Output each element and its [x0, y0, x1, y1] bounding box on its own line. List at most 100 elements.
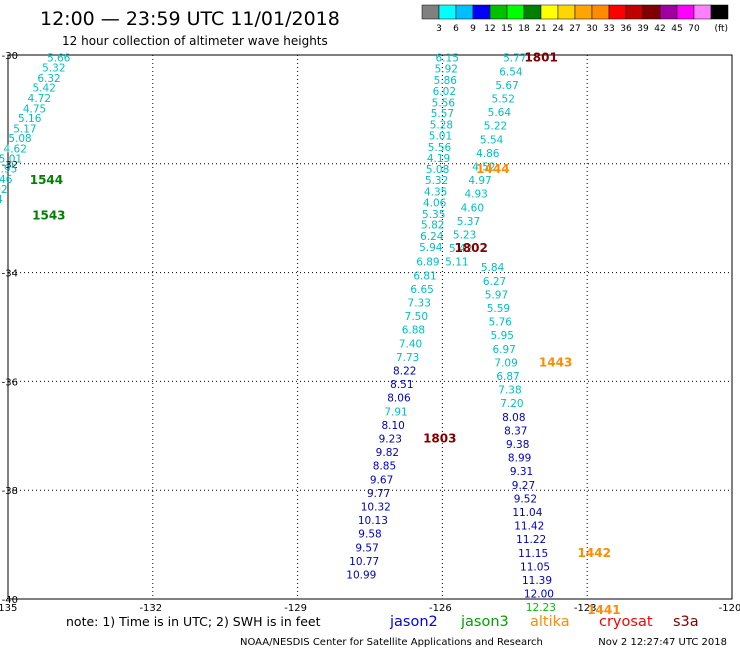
y-tick-label-1: -32 — [2, 160, 18, 171]
legend-label-3: 12 — [484, 24, 495, 34]
wave-height-value: 4.97 — [468, 175, 491, 187]
legend-label-1: 6 — [453, 24, 459, 34]
wave-height-value: 8.10 — [381, 420, 404, 432]
wave-height-value: 5.54 — [480, 134, 504, 146]
wave-height-value: 4.86 — [476, 148, 500, 160]
wave-height-value: 10.32 — [361, 502, 391, 514]
track-t1803: 6.155.925.866.025.565.575.285.015.564.19… — [346, 53, 459, 582]
wave-height-value: 5.37 — [457, 216, 480, 228]
pass-time-label: 1441 — [587, 603, 620, 617]
satellite-cryosat: cryosat — [599, 614, 653, 630]
altimeter-tracks: 5.665.326.325.424.724.755.165.175.084.62… — [0, 53, 556, 614]
wave-height-value: 6.02 — [433, 86, 456, 98]
x-tick-label-3: -126 — [429, 603, 452, 614]
wave-height-value: 8.99 — [508, 453, 531, 465]
track-t1443: 5.84 6.275.97 5.59 5.765.95 6.977.09 6.87 7.38… — [481, 262, 556, 614]
wave-height-value: 7.20 — [500, 398, 523, 410]
pass-time-label: 1444 — [476, 162, 509, 176]
pass-time-label: 1442 — [578, 546, 611, 560]
page-title: 12:00 — 23:59 UTC 11/01/2018 — [40, 8, 340, 30]
wave-height-value: 9.52 — [514, 493, 537, 505]
y-tick-label-2: -34 — [2, 269, 18, 280]
legend-label-11: 36 — [620, 24, 632, 34]
wave-height-value: 5.57 — [431, 108, 454, 120]
wave-height-value: 9.67 — [370, 474, 393, 486]
legend-swatch-14 — [659, 4, 678, 20]
legend-swatch-5 — [506, 4, 525, 20]
graticule — [8, 55, 732, 599]
wave-height-value: 12.00 — [524, 589, 554, 601]
x-tick-label-5: -120 — [719, 603, 740, 614]
wave-height-value: 5.84 — [481, 262, 505, 274]
wave-height-value: 4.44 — [0, 194, 3, 206]
wave-height-value: 5.28 — [430, 120, 453, 132]
wave-height-value: 8.51 — [390, 379, 413, 391]
x-tick-label-0: -135 — [0, 603, 17, 614]
wave-height-value: 5.56 — [428, 142, 452, 154]
wave-height-value: 7.33 — [408, 298, 431, 310]
wave-height-value: 5.59 — [487, 303, 510, 315]
wave-height-value: 7.50 — [405, 311, 428, 323]
wave-height-value: 11.22 — [516, 534, 546, 546]
legend-label-12: 39 — [637, 24, 649, 34]
legend-label-14: 45 — [671, 24, 682, 34]
wave-height-value: 8.06 — [387, 393, 411, 405]
wave-height-value: 5.17 — [13, 123, 36, 135]
wave-height-value: 5.32 — [425, 175, 448, 187]
satellite-altika: altika — [530, 614, 570, 630]
wave-height-value: 6.97 — [492, 344, 515, 356]
legend-label-0: 3 — [436, 24, 442, 34]
pass-time-label: 1543 — [32, 208, 65, 222]
legend-label-13: 42 — [654, 24, 665, 34]
wave-height-value: 9.38 — [506, 439, 529, 451]
y-tick-label-3: -36 — [2, 377, 18, 388]
y-tick-label-4: -38 — [2, 486, 18, 497]
wave-height-value: 11.05 — [520, 561, 550, 573]
wave-height-value: 5.66 — [47, 53, 71, 65]
pass-time-labels: 1801 1544 1543 1444 1802 1443 1803 1442 1441 — [30, 51, 621, 617]
wave-height-value: 5.82 — [421, 220, 444, 232]
pass-time-label: 1443 — [539, 355, 572, 369]
wave-height-value: 6.24 — [420, 231, 444, 243]
legend-swatch-17 — [710, 4, 729, 20]
pass-time-label: 1803 — [423, 432, 456, 446]
wave-height-value: 6.15 — [436, 53, 459, 65]
wave-height-value: 4.46 — [0, 174, 13, 186]
footer-timestamp: Nov 2 12:27:47 UTC 2018 — [598, 637, 727, 648]
wave-height-value: 5.94 — [419, 242, 443, 254]
legend-swatch-16 — [693, 4, 712, 20]
wave-height-value: 4.35 — [424, 187, 447, 199]
wave-height-value: 6.54 — [499, 66, 523, 78]
wave-height-value: 5.77 — [503, 53, 526, 65]
wave-height-value: 5.22 — [484, 121, 507, 133]
legend-label-6: 21 — [535, 24, 546, 34]
wave-height-value: 7.91 — [384, 406, 407, 418]
color-legend: 3 6 9 12 15 18 21 24 27 30 33 36 39 42 45 70 (ft) — [421, 4, 729, 34]
wave-height-value: 5.86 — [434, 75, 458, 87]
y-tick-label-0: -30 — [2, 51, 18, 62]
wave-height-value: 5.52 — [492, 94, 515, 106]
wave-height-value: 4.62 — [4, 144, 27, 156]
wave-height-value: 6.65 — [410, 284, 433, 296]
wave-height-value: 7.40 — [399, 338, 422, 350]
footer-note: note: 1) Time is in UTC; 2) SWH is in fe… — [66, 614, 321, 629]
pass-time-label: 1544 — [30, 173, 63, 187]
wave-height-value: 4.60 — [461, 202, 484, 214]
wave-height-value: 4.06 — [423, 197, 447, 209]
wave-height-value: 5.76 — [489, 317, 513, 329]
wave-height-value: 4.93 — [464, 189, 487, 201]
wave-height-value: 11.15 — [518, 548, 548, 560]
wave-height-value: 9.23 — [379, 434, 402, 446]
wave-height-value: 4.92 — [0, 184, 8, 196]
wave-height-value: 7.73 — [396, 352, 419, 364]
wave-height-value: 11.04 — [512, 507, 542, 519]
wave-height-value: 12.23 — [526, 602, 556, 614]
wave-height-value: 8.85 — [373, 461, 396, 473]
legend-label-7: 24 — [552, 24, 564, 34]
footer-credit: NOAA/NESDIS Center for Satellite Applica… — [240, 637, 543, 648]
legend-label-8: 27 — [569, 24, 580, 34]
pass-time-label: 1802 — [454, 241, 487, 255]
wave-height-value: 5.01 — [429, 131, 452, 143]
track-t1802: 5.776.54 5.67 5.525.64 5.225.54 4.86 4.524.97… — [445, 53, 526, 269]
wave-height-value: 5.92 — [435, 64, 458, 76]
